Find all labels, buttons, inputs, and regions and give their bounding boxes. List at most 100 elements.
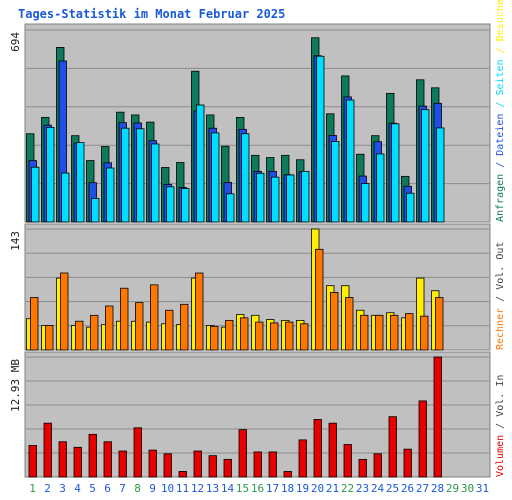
bar-rechner-day-1 bbox=[30, 297, 39, 351]
panel-bottom-max-label: 12.93 MB bbox=[9, 359, 22, 412]
tick-label-day-8: 8 bbox=[134, 482, 141, 495]
bar-seiten-day-20 bbox=[316, 55, 325, 223]
bar-seiten-day-28 bbox=[436, 127, 445, 223]
bar-rechner-day-4 bbox=[75, 320, 84, 351]
bar-rechner-day-25 bbox=[390, 314, 399, 351]
bar-seiten-day-13 bbox=[211, 132, 220, 223]
right-legend-column: Anfragen / Dateien / Seiten / Besuche Rec… bbox=[495, 0, 506, 477]
bar-rechner-day-24 bbox=[375, 314, 384, 351]
tick-label-day-9: 9 bbox=[149, 482, 156, 495]
bar-rechner-day-27 bbox=[420, 315, 429, 351]
bar-volumen-day-17 bbox=[268, 451, 277, 478]
right-legend-label: Volumen bbox=[495, 435, 506, 477]
bar-rechner-day-18 bbox=[285, 321, 294, 351]
tick-label-day-27: 27 bbox=[416, 482, 429, 495]
tick-label-day-7: 7 bbox=[119, 482, 126, 495]
bar-volumen-day-21 bbox=[328, 422, 337, 478]
bar-volumen-day-23 bbox=[358, 458, 367, 478]
bar-rechner-day-21 bbox=[330, 292, 339, 351]
tick-label-day-17: 17 bbox=[266, 482, 279, 495]
bar-volumen-day-22 bbox=[343, 444, 352, 478]
bar-rechner-day-2 bbox=[45, 325, 54, 351]
bar-seiten-day-11 bbox=[181, 188, 190, 223]
bar-volumen-day-5 bbox=[88, 433, 97, 478]
bar-rechner-day-3 bbox=[60, 272, 69, 351]
bar-volumen-day-1 bbox=[28, 445, 37, 478]
right-legend-label: Rechner bbox=[495, 308, 506, 350]
bar-seiten-day-4 bbox=[76, 142, 85, 223]
tick-label-day-10: 10 bbox=[161, 482, 174, 495]
bar-rechner-day-11 bbox=[180, 303, 189, 351]
tick-label-day-21: 21 bbox=[326, 482, 339, 495]
bar-rechner-day-23 bbox=[360, 314, 369, 351]
bar-rechner-day-12 bbox=[195, 272, 204, 351]
bar-volumen-day-19 bbox=[298, 439, 307, 478]
bar-seiten-day-16 bbox=[256, 172, 265, 223]
bar-volumen-day-8 bbox=[133, 427, 142, 478]
bar-seiten-day-14 bbox=[226, 193, 235, 223]
bar-volumen-day-10 bbox=[163, 453, 172, 478]
bar-rechner-day-6 bbox=[105, 305, 114, 351]
bar-volumen-day-25 bbox=[388, 416, 397, 478]
tick-label-day-5: 5 bbox=[89, 482, 96, 495]
bar-volumen-day-16 bbox=[253, 451, 262, 478]
bar-volumen-day-4 bbox=[73, 446, 82, 478]
right-legend-bottom: Volumen / Vol. In bbox=[495, 375, 506, 477]
bar-volumen-day-13 bbox=[208, 455, 217, 478]
bar-seiten-day-21 bbox=[331, 141, 340, 223]
right-legend-label: Anfragen bbox=[495, 174, 506, 222]
right-legend-label: / Seiten bbox=[495, 59, 506, 113]
tick-label-day-29: 29 bbox=[446, 482, 459, 495]
tick-label-day-23: 23 bbox=[356, 482, 369, 495]
bar-seiten-day-7 bbox=[121, 127, 130, 223]
tick-label-day-3: 3 bbox=[59, 482, 66, 495]
tick-label-day-28: 28 bbox=[431, 482, 444, 495]
bar-volumen-day-20 bbox=[313, 419, 322, 478]
bar-seiten-day-17 bbox=[271, 176, 280, 223]
tick-label-day-20: 20 bbox=[311, 482, 324, 495]
right-legend-label: / Vol. Out bbox=[495, 242, 506, 308]
tick-label-day-31: 31 bbox=[476, 482, 489, 495]
bar-volumen-day-9 bbox=[148, 449, 157, 478]
bar-seiten-day-27 bbox=[421, 109, 430, 223]
bar-seiten-day-18 bbox=[286, 174, 295, 223]
bar-seiten-day-3 bbox=[61, 172, 70, 223]
bar-rechner-day-26 bbox=[405, 313, 414, 351]
bar-rechner-day-7 bbox=[120, 287, 129, 351]
tick-label-day-18: 18 bbox=[281, 482, 294, 495]
bar-seiten-day-12 bbox=[196, 104, 205, 223]
bar-seiten-day-2 bbox=[46, 126, 55, 223]
bar-seiten-day-1 bbox=[31, 166, 40, 223]
chart-title: Tages-Statistik im Monat Februar 2025 bbox=[18, 7, 286, 21]
bar-rechner-day-28 bbox=[435, 297, 444, 351]
tick-label-day-19: 19 bbox=[296, 482, 309, 495]
bar-seiten-day-10 bbox=[166, 186, 175, 223]
tick-label-day-11: 11 bbox=[176, 482, 189, 495]
bar-rechner-day-16 bbox=[255, 321, 264, 351]
bar-volumen-day-18 bbox=[283, 471, 292, 478]
tick-label-day-24: 24 bbox=[371, 482, 385, 495]
bar-volumen-day-3 bbox=[58, 441, 67, 478]
tick-label-day-6: 6 bbox=[104, 482, 111, 495]
bar-seiten-day-26 bbox=[406, 192, 415, 223]
tick-label-day-4: 4 bbox=[74, 482, 81, 495]
bar-seiten-day-19 bbox=[301, 170, 310, 223]
tick-label-day-13: 13 bbox=[206, 482, 219, 495]
bar-seiten-day-6 bbox=[106, 167, 115, 223]
panel-middle-max-label: 143 bbox=[9, 231, 22, 251]
bar-volumen-day-7 bbox=[118, 450, 127, 478]
bar-rechner-day-5 bbox=[90, 314, 99, 351]
tick-label-day-22: 22 bbox=[341, 482, 354, 495]
bar-rechner-day-9 bbox=[150, 284, 159, 351]
bar-volumen-day-28 bbox=[433, 356, 442, 478]
tick-label-day-25: 25 bbox=[386, 482, 399, 495]
right-legend-label: / Vol. In bbox=[495, 375, 506, 435]
bar-rechner-day-13 bbox=[210, 325, 219, 351]
tick-label-day-16: 16 bbox=[251, 482, 264, 495]
bar-seiten-day-24 bbox=[376, 153, 385, 223]
bar-rechner-day-14 bbox=[225, 319, 234, 351]
bar-seiten-day-15 bbox=[241, 133, 250, 223]
bar-volumen-day-2 bbox=[43, 422, 52, 478]
